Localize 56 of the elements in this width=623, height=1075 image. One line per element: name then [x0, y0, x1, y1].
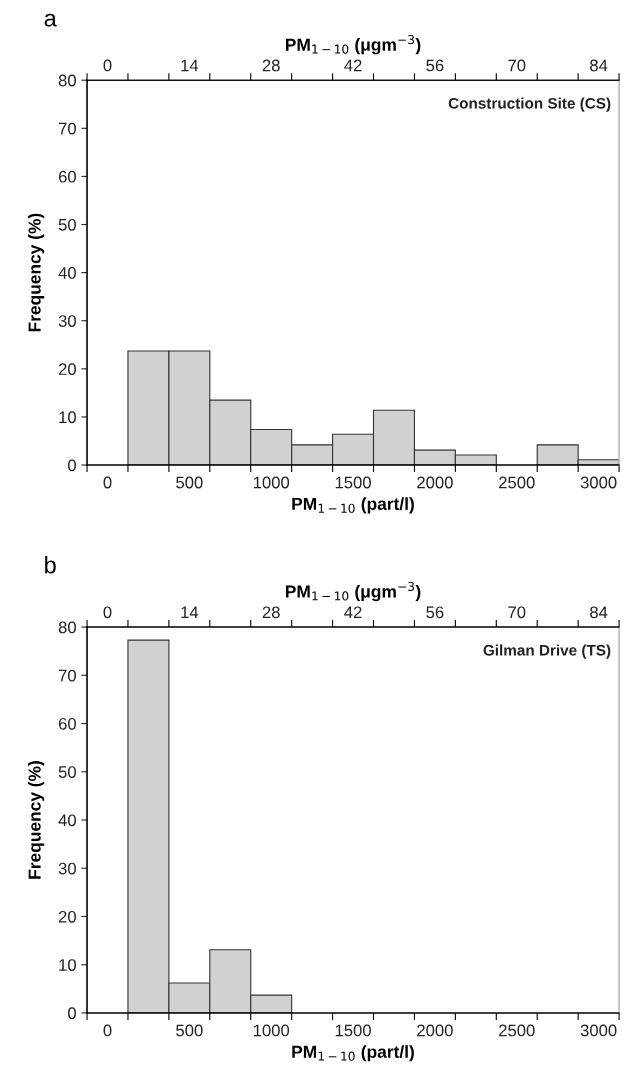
x2-tick-label: 42 — [344, 606, 362, 619]
y-tick-label: 60 — [58, 717, 76, 730]
x2-tick-label: 28 — [262, 59, 280, 72]
y-tick-label: 20 — [58, 363, 76, 376]
y-tick-label: 50 — [58, 766, 76, 778]
x-tick-label: 2500 — [499, 1024, 535, 1037]
x2-tick-label: 14 — [181, 59, 199, 72]
text: b — [45, 556, 56, 574]
x-tick-label: 2000 — [417, 1024, 453, 1037]
x2-tick-label: 56 — [426, 59, 444, 72]
y-tick-label: 10 — [59, 959, 76, 971]
x2-tick-label: 84 — [590, 59, 608, 72]
y-tick-label: 10 — [59, 411, 76, 424]
x-axis-title: PM$_{1−10}$ (part/l) — [292, 497, 414, 514]
x2-tick-label: 28 — [262, 606, 280, 619]
y-tick-label: 80 — [58, 74, 76, 87]
y-tick-label: 0 — [68, 1007, 76, 1020]
x-tick-label: 1000 — [253, 476, 290, 489]
x-tick-label: 3000 — [580, 1024, 617, 1037]
x-tick-label: 1500 — [335, 476, 371, 489]
y-axis-title: Frequency (%) — [28, 761, 45, 879]
x-tick-label: 3000 — [580, 476, 617, 489]
x2-tick-label: 70 — [508, 606, 526, 619]
x2-tick-label: 56 — [426, 606, 444, 619]
annotation: Gilman Drive (TS) — [483, 644, 611, 659]
x-tick-label: 0 — [103, 1024, 112, 1037]
y-axis-title: Frequency (%) — [28, 213, 45, 332]
y-tick-label: 30 — [58, 315, 76, 327]
x2-tick-label: 14 — [181, 606, 199, 619]
x2-tick-label: 70 — [508, 59, 526, 72]
y-tick-label: 70 — [58, 122, 76, 135]
y-tick-label: 0 — [68, 459, 76, 472]
y-tick-label: 40 — [58, 267, 76, 279]
x-tick-label: 2500 — [499, 476, 535, 489]
x2-axis-title: PM$_{1−10}$ (μgm$^{−3}$) — [285, 581, 421, 602]
x-tick-label: 1000 — [253, 1024, 290, 1037]
text: a — [44, 13, 57, 27]
x-tick-label: 2000 — [417, 476, 453, 489]
x-tick-label: 0 — [103, 476, 112, 489]
x2-tick-label: 0 — [103, 59, 112, 72]
x-axis-title: PM$_{1−10}$ (part/l) — [292, 1045, 414, 1062]
y-tick-label: 60 — [58, 170, 76, 183]
x-tick-label: 500 — [176, 1024, 203, 1037]
y-tick-label: 30 — [58, 862, 76, 875]
x-tick-label: 1500 — [335, 1024, 371, 1037]
y-tick-label: 20 — [58, 910, 76, 923]
x2-tick-label: 0 — [103, 606, 112, 619]
y-tick-label: 50 — [58, 218, 76, 231]
x-tick-label: 500 — [176, 476, 203, 489]
annotation: Construction Site (CS) — [448, 97, 611, 112]
y-tick-label: 40 — [58, 814, 76, 827]
y-tick-label: 80 — [58, 621, 76, 634]
y-tick-label: 70 — [58, 669, 76, 682]
x2-tick-label: 84 — [590, 606, 608, 619]
x2-tick-label: 42 — [344, 59, 362, 72]
x2-axis-title: PM$_{1−10}$ (μgm$^{−3}$) — [285, 34, 421, 55]
